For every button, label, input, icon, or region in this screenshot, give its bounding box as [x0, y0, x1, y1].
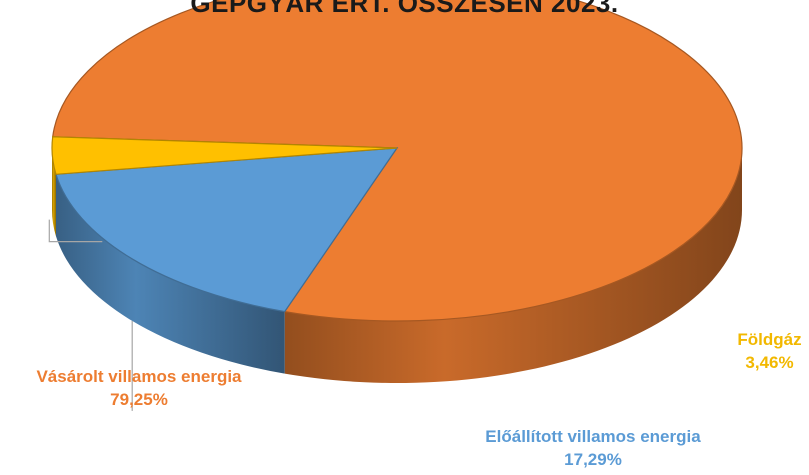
pie-sides [51, 148, 742, 384]
slice-value-natural-gas: 3,46% [745, 353, 794, 372]
slice-value-generated-electricity: 17,29% [564, 450, 622, 469]
slice-value-purchased-electricity: 79,25% [110, 390, 168, 409]
slice-label-natural-gas: Földgáz 3,46% [730, 328, 809, 374]
pie-slice-generated-electricity [55, 147, 399, 313]
slice-name-generated-electricity: Előállított villamos energia [485, 427, 701, 446]
pie-side-natural-gas [51, 148, 56, 237]
pie-slice-natural-gas [51, 136, 398, 175]
chart-title: GÉPGYÁR ÉRT. ÖSSZESEN 2023. [190, 0, 619, 18]
slice-name-natural-gas: Földgáz [737, 330, 802, 349]
pie-side-purchased-electricity [284, 148, 742, 384]
pie-top-slices [51, 0, 743, 322]
slice-label-generated-electricity: Előállított villamos energia 17,29% [468, 425, 718, 471]
slice-label-purchased-electricity: Vásárolt villamos energia 79,25% [8, 365, 270, 411]
leader-line-natural-gas [48, 219, 103, 243]
slice-name-purchased-electricity: Vásárolt villamos energia [36, 367, 242, 386]
pie-slice-purchased-electricity [52, 0, 743, 322]
pie-side-generated-electricity [56, 174, 285, 374]
leader-lines [48, 219, 133, 411]
